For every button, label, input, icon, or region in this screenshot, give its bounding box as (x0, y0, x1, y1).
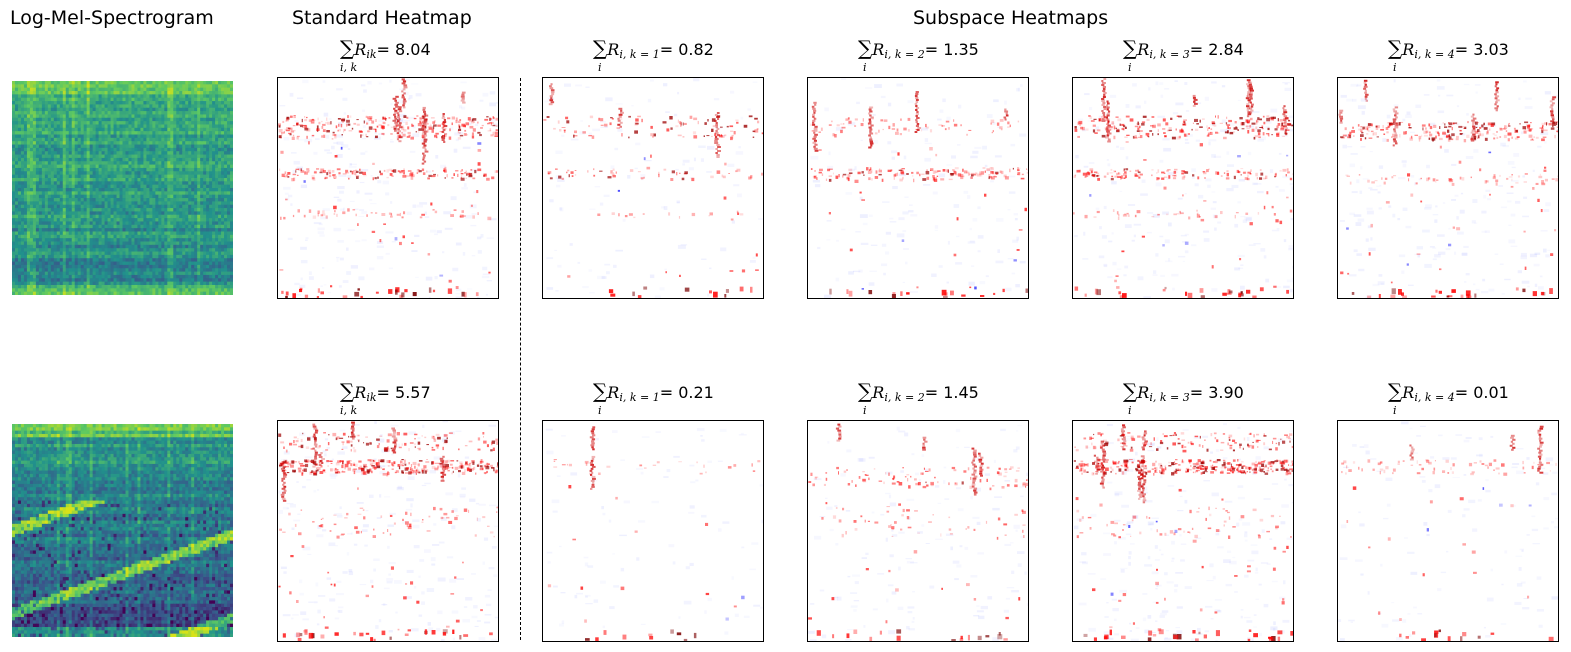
sum-symbol: ∑ (593, 379, 608, 403)
sum-symbol: ∑ (858, 379, 873, 403)
panel-title: ∑Ri, k = 3= 3.90 i (1123, 379, 1244, 417)
sum-symbol: ∑ (340, 379, 355, 403)
panel-title: ∑Ri, k = 2= 1.35 i (858, 36, 979, 74)
subspace-heatmap-1-k3 (1072, 77, 1294, 299)
spectrogram-column-header: Log-Mel-Spectrogram (10, 7, 214, 29)
panel-title: ∑Ri, k = 1= 0.82 i (593, 36, 714, 74)
subspace-heatmap-2-k1 (542, 420, 764, 642)
subspace-heatmap-1-k2 (807, 77, 1029, 299)
log-mel-spectrogram-1 (12, 81, 233, 295)
sum-symbol: ∑ (1123, 36, 1138, 60)
standard-heatmap-1 (277, 77, 499, 299)
sum-symbol: ∑ (1388, 379, 1403, 403)
subspace-heatmaps-column-header: Subspace Heatmaps (913, 7, 1109, 29)
subspace-heatmap-1-k1 (542, 77, 764, 299)
sum-symbol: ∑ (593, 36, 608, 60)
panel-title: ∑Rik= 5.57 i, k (340, 379, 431, 417)
panel-title: ∑Ri, k = 1= 0.21 i (593, 379, 714, 417)
subspace-heatmap-2-k3 (1072, 420, 1294, 642)
standard-subspace-divider (520, 78, 521, 640)
subspace-heatmap-1-k4 (1337, 77, 1559, 299)
sum-symbol: ∑ (1123, 379, 1138, 403)
panel-title: ∑Rik= 8.04 i, k (340, 36, 431, 74)
panel-title: ∑Ri, k = 4= 0.01 i (1388, 379, 1509, 417)
standard-heatmap-2 (277, 420, 499, 642)
sum-symbol: ∑ (1388, 36, 1403, 60)
panel-title: ∑Ri, k = 3= 2.84 i (1123, 36, 1244, 74)
standard-heatmap-column-header: Standard Heatmap (292, 7, 472, 29)
sum-symbol: ∑ (340, 36, 355, 60)
panel-title: ∑Ri, k = 4= 3.03 i (1388, 36, 1509, 74)
panel-title: ∑Ri, k = 2= 1.45 i (858, 379, 979, 417)
sum-symbol: ∑ (858, 36, 873, 60)
subspace-heatmap-2-k2 (807, 420, 1029, 642)
log-mel-spectrogram-2 (12, 424, 233, 637)
subspace-heatmap-2-k4 (1337, 420, 1559, 642)
